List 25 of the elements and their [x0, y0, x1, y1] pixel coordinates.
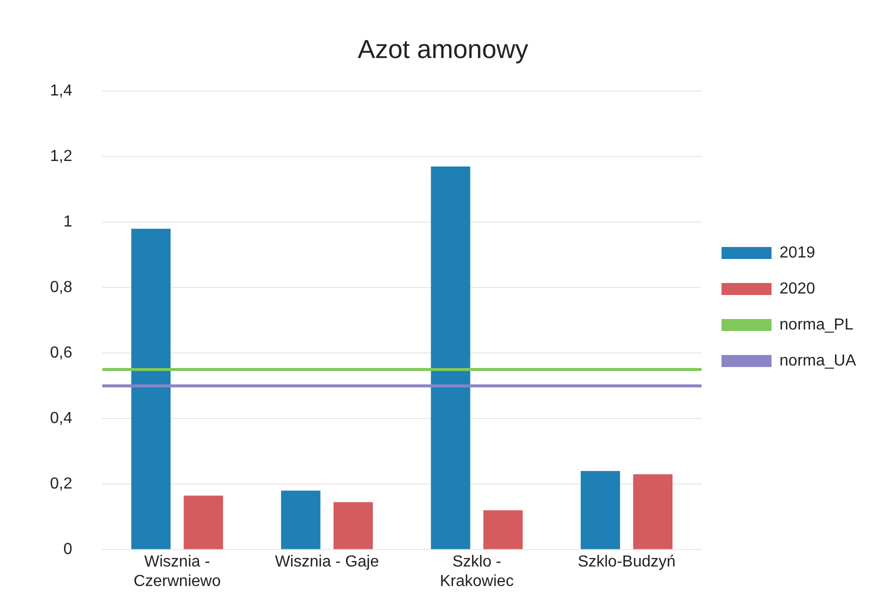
bar: [483, 510, 523, 550]
x-tick-label: Szklo-Budzyń: [578, 554, 676, 571]
y-tick-label: 1,2: [50, 148, 72, 166]
bar: [281, 490, 320, 550]
bar: [184, 496, 224, 550]
bar: [334, 502, 373, 550]
y-tick-label: 0,8: [50, 279, 72, 296]
y-tick-label: 1: [63, 214, 72, 231]
x-tick-label: Wisznia - Czerwniewo: [134, 554, 221, 590]
bar: [131, 228, 171, 550]
bar: [580, 471, 620, 550]
y-tick-label: 0,2: [50, 476, 72, 493]
legend-label: 2020: [780, 280, 816, 298]
bar: [633, 474, 672, 550]
y-tick-label: 0,4: [50, 410, 72, 428]
x-tick-label: Szklo - Krakowiec: [440, 554, 514, 590]
bar: [430, 166, 470, 550]
y-tick-label: 0: [63, 541, 72, 558]
legend-label: norma_UA: [780, 352, 856, 370]
y-tick-label: 0,6: [50, 344, 72, 362]
legend-label: 2019: [780, 244, 816, 262]
chart-title: Azot amonowy: [358, 34, 528, 64]
legend-label: norma_PL: [780, 316, 854, 334]
x-tick-label: Wisznia - Gaje: [274, 554, 380, 571]
y-tick-label: 1,4: [50, 82, 72, 100]
